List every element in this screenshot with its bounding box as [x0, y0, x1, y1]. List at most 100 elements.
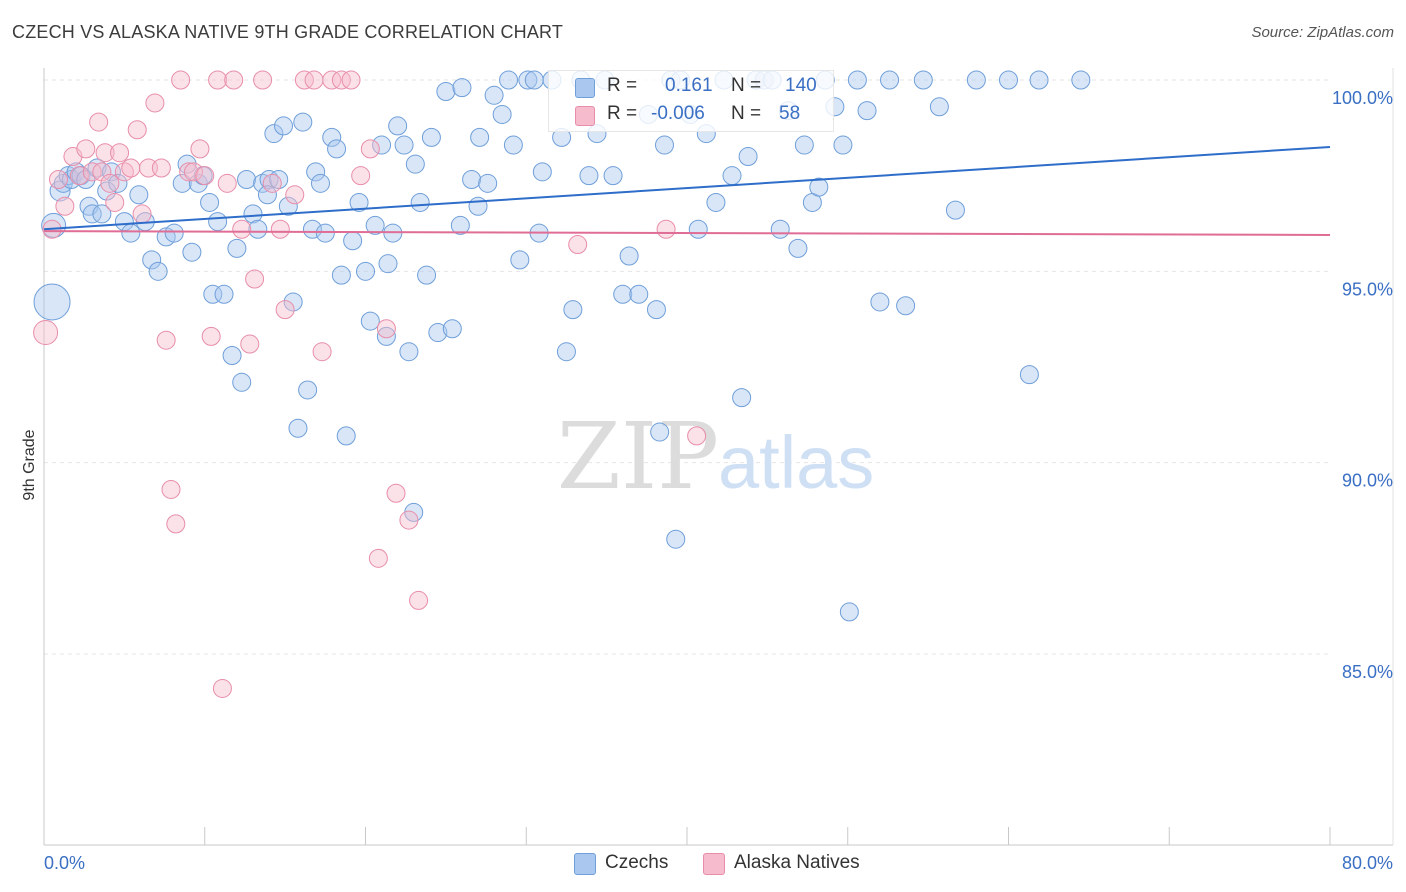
alaska-point — [151, 158, 171, 178]
czechs-point — [503, 135, 523, 155]
legend-alaska-label: Alaska Natives — [734, 852, 860, 873]
alaska-point — [183, 162, 203, 182]
czechs-point — [613, 284, 633, 304]
alaska-point — [322, 70, 342, 90]
czechs-point — [376, 326, 396, 346]
czechs-point — [492, 104, 512, 124]
czechs-point — [450, 215, 470, 235]
czechs-point — [203, 284, 223, 304]
czechs-point — [839, 602, 859, 622]
czechs-point — [870, 292, 890, 312]
czechs-point — [788, 238, 808, 258]
czechs-point — [97, 181, 117, 201]
czechs-point — [148, 261, 168, 281]
alaska-point — [33, 320, 59, 346]
alaska-point — [92, 162, 112, 182]
czechs-point — [688, 219, 708, 239]
alaska-point — [127, 120, 147, 140]
alaska-point — [262, 173, 282, 193]
czechs-point — [264, 124, 284, 144]
czechs-point — [293, 112, 313, 132]
alaska-trend-line — [43, 230, 1331, 236]
czechs-point — [436, 81, 456, 101]
czechs-point — [847, 70, 867, 90]
czechs-point — [298, 380, 318, 400]
correlation-legend: R = 0.161 N = 140 R = -0.006 N = 58 — [548, 70, 834, 132]
czechs-point — [966, 70, 986, 90]
czechs-point — [442, 319, 462, 339]
y-tick-label: 90.0% — [1342, 471, 1393, 491]
alaska-point — [76, 139, 96, 159]
czechs-point — [880, 70, 900, 90]
czechs-point — [343, 231, 363, 251]
czechs-point — [913, 70, 933, 90]
czechs-point — [1071, 70, 1091, 90]
alaska-point — [687, 426, 707, 446]
czechs-point — [164, 223, 184, 243]
czechs-point — [227, 238, 247, 258]
czechs-point — [200, 192, 220, 212]
legend-row-alaska: R = -0.006 N = 58 — [549, 101, 833, 129]
czechs-point — [349, 192, 369, 212]
alaska-point — [304, 70, 324, 90]
czechs-point — [360, 311, 380, 331]
legend-alaska-swatch — [703, 853, 725, 875]
source-label: Source: ZipAtlas.com — [1251, 24, 1394, 41]
alaska-point — [253, 70, 273, 90]
alaska-point — [105, 192, 125, 212]
czechs-point — [770, 219, 790, 239]
legend-czechs-label: Czechs — [605, 852, 669, 873]
alaska-point — [48, 169, 68, 189]
alaska-point — [275, 300, 295, 320]
alaska-point — [294, 70, 314, 90]
czechs-point — [896, 296, 916, 316]
czechs-swatch — [575, 78, 595, 98]
czechs-point — [1019, 365, 1039, 385]
y-tick-label: 95.0% — [1342, 279, 1393, 299]
czechs-point — [405, 154, 425, 174]
alaska-point — [55, 196, 75, 216]
czechs-point — [929, 97, 949, 117]
czechs-point — [629, 284, 649, 304]
czechs-point — [274, 116, 294, 136]
czechs-point — [322, 127, 342, 147]
czechs-point — [388, 116, 408, 136]
alaska-point — [69, 166, 89, 186]
czechs-point — [524, 70, 544, 90]
alaska-point — [195, 166, 215, 186]
alaska-point — [212, 678, 232, 698]
czechs-point — [108, 173, 128, 193]
czechs-point — [283, 292, 303, 312]
alaska-n-label: N = — [731, 103, 762, 124]
alaska-points — [33, 70, 707, 698]
czechs-trend-line — [43, 145, 1331, 231]
czechs-point — [510, 250, 530, 270]
czechs-point — [732, 388, 752, 408]
axes: 85.0% 90.0% 95.0% 100.0% 0.0% 80.0% — [43, 68, 1394, 873]
czechs-point — [945, 200, 965, 220]
x-tick-label: 0.0% — [44, 853, 85, 873]
czechs-point — [452, 78, 472, 98]
czechs-point — [182, 242, 202, 262]
czechs-point — [372, 135, 392, 155]
czechs-point — [399, 342, 419, 362]
alaska-point — [145, 93, 165, 113]
alaska-point — [386, 483, 406, 503]
czechs-point — [484, 85, 504, 105]
alaska-point — [95, 143, 115, 163]
alaska-point — [82, 162, 102, 182]
czechs-point — [738, 147, 758, 167]
alaska-point — [351, 166, 371, 186]
czechs-point — [478, 173, 498, 193]
alaska-point — [376, 319, 396, 339]
czechs-point — [232, 372, 252, 392]
alaska-point — [156, 330, 176, 350]
czechs-point — [257, 185, 277, 205]
legend-row-czechs: R = 0.161 N = 140 — [549, 73, 833, 101]
x-tick-label: 80.0% — [1342, 853, 1393, 873]
alaska-point — [368, 548, 388, 568]
czechs-point — [421, 127, 441, 147]
czechs-point — [646, 300, 666, 320]
czechs-r-label: R = — [607, 75, 638, 96]
